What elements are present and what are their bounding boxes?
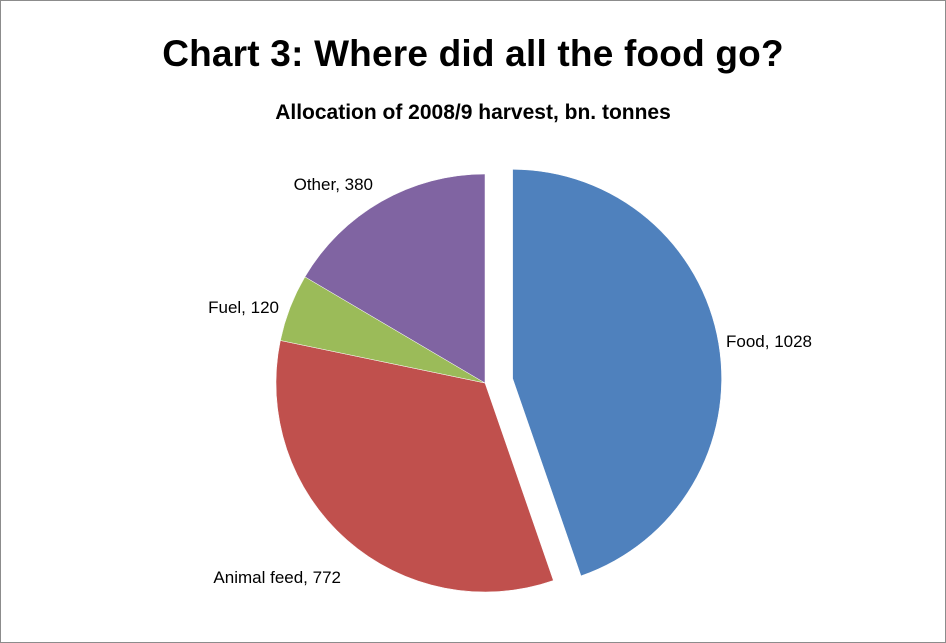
- pie-slice-other: [304, 173, 486, 384]
- pie-slice-animal-feed: [275, 340, 554, 593]
- chart-title: Chart 3: Where did all the food go?: [162, 33, 784, 74]
- data-label-animal-feed: Animal feed, 772: [213, 568, 341, 587]
- data-label-fuel: Fuel, 120: [208, 298, 279, 317]
- data-label-other: Other, 380: [294, 175, 373, 194]
- pie-slice-food: [512, 169, 722, 577]
- data-label-food: Food, 1028: [726, 332, 812, 351]
- chart-subtitle: Allocation of 2008/9 harvest, bn. tonnes: [275, 101, 671, 124]
